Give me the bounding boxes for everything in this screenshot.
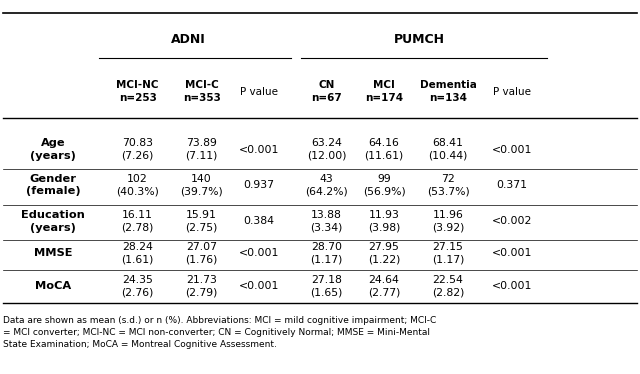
Text: P value: P value [240, 87, 278, 96]
Text: 27.15
(1.17): 27.15 (1.17) [432, 242, 464, 264]
Text: MMSE: MMSE [34, 248, 72, 258]
Text: 27.18
(1.65): 27.18 (1.65) [310, 275, 342, 297]
Text: MCI
n=174: MCI n=174 [365, 80, 403, 103]
Text: 21.73
(2.79): 21.73 (2.79) [186, 275, 218, 297]
Text: 64.16
(11.61): 64.16 (11.61) [364, 138, 404, 161]
Text: 0.384: 0.384 [244, 217, 275, 226]
Text: 99
(56.9%): 99 (56.9%) [363, 174, 405, 196]
Text: Gender
(female): Gender (female) [26, 174, 81, 196]
Text: 27.07
(1.76): 27.07 (1.76) [186, 242, 218, 264]
Text: 73.89
(7.11): 73.89 (7.11) [186, 138, 218, 161]
Text: CN
n=67: CN n=67 [311, 80, 342, 103]
Text: 15.91
(2.75): 15.91 (2.75) [186, 210, 218, 233]
Text: 70.83
(7.26): 70.83 (7.26) [122, 138, 154, 161]
Text: 16.11
(2.78): 16.11 (2.78) [122, 210, 154, 233]
Text: PUMCH: PUMCH [394, 33, 445, 46]
Text: 22.54
(2.82): 22.54 (2.82) [432, 275, 464, 297]
Text: 27.95
(1.22): 27.95 (1.22) [368, 242, 400, 264]
Text: 0.371: 0.371 [497, 180, 527, 190]
Text: <0.001: <0.001 [239, 248, 280, 258]
Text: 63.24
(12.00): 63.24 (12.00) [307, 138, 346, 161]
Text: Data are shown as mean (s.d.) or n (%). Abbreviations: MCI = mild cognitive impa: Data are shown as mean (s.d.) or n (%). … [3, 316, 436, 349]
Text: Dementia
n=134: Dementia n=134 [420, 80, 476, 103]
Text: 11.96
(3.92): 11.96 (3.92) [432, 210, 464, 233]
Text: 28.24
(1.61): 28.24 (1.61) [122, 242, 154, 264]
Text: <0.002: <0.002 [492, 217, 532, 226]
Text: <0.001: <0.001 [492, 145, 532, 154]
Text: 72
(53.7%): 72 (53.7%) [427, 174, 469, 196]
Text: 68.41
(10.44): 68.41 (10.44) [428, 138, 468, 161]
Text: 13.88
(3.34): 13.88 (3.34) [310, 210, 342, 233]
Text: 102
(40.3%): 102 (40.3%) [116, 174, 159, 196]
Text: 24.35
(2.76): 24.35 (2.76) [122, 275, 154, 297]
Text: 140
(39.7%): 140 (39.7%) [180, 174, 223, 196]
Text: 0.937: 0.937 [244, 180, 275, 190]
Text: P value: P value [493, 87, 531, 96]
Text: ADNI: ADNI [172, 33, 206, 46]
Text: 28.70
(1.17): 28.70 (1.17) [310, 242, 342, 264]
Text: 43
(64.2%): 43 (64.2%) [305, 174, 348, 196]
Text: 24.64
(2.77): 24.64 (2.77) [368, 275, 400, 297]
Text: <0.001: <0.001 [239, 281, 280, 291]
Text: <0.001: <0.001 [492, 248, 532, 258]
Text: MoCA: MoCA [35, 281, 71, 291]
Text: <0.001: <0.001 [492, 281, 532, 291]
Text: <0.001: <0.001 [239, 145, 280, 154]
Text: MCI-NC
n=253: MCI-NC n=253 [116, 80, 159, 103]
Text: Education
(years): Education (years) [21, 210, 85, 233]
Text: 11.93
(3.98): 11.93 (3.98) [368, 210, 400, 233]
Text: MCI-C
n=353: MCI-C n=353 [182, 80, 221, 103]
Text: Age
(years): Age (years) [30, 138, 76, 161]
